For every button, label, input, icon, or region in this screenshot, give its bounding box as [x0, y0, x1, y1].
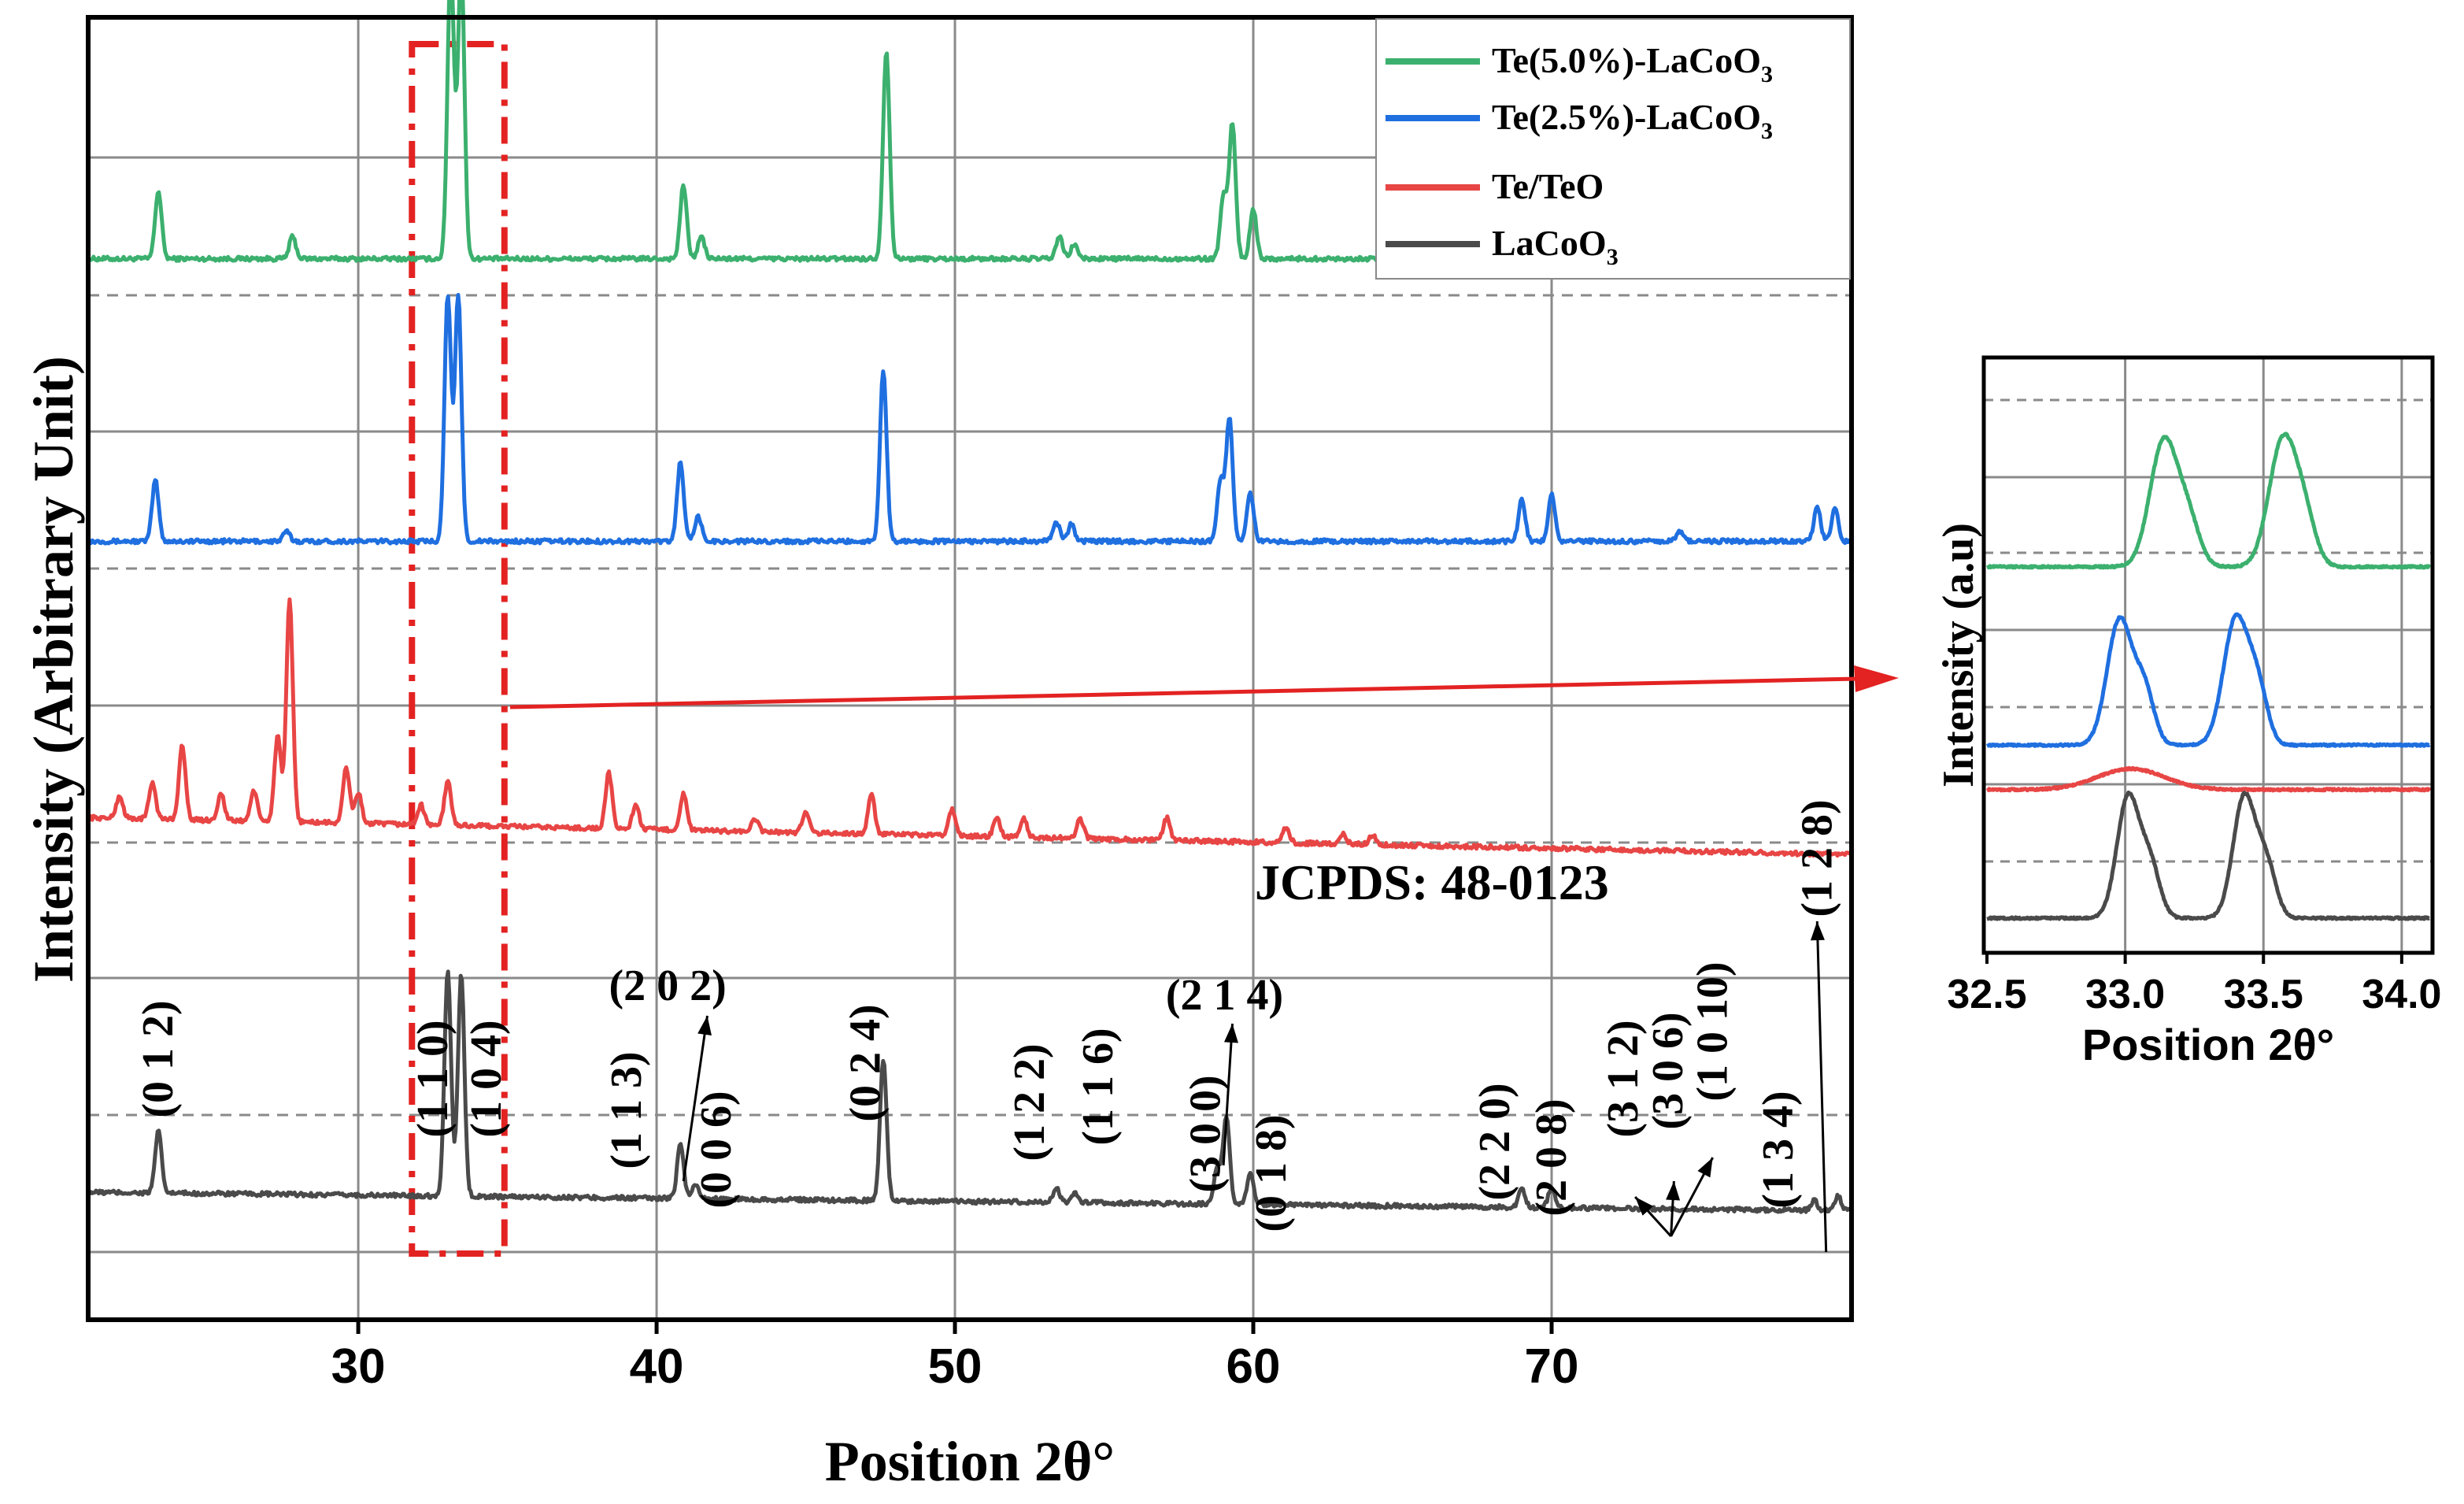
- inset-frame: [1981, 355, 2435, 955]
- legend-label-tetao: Te/TeO: [1492, 166, 1604, 206]
- main-x-tick-label: 60: [1226, 1339, 1281, 1394]
- inset-series-lacoo3: [1985, 790, 2431, 921]
- annotation-arrowhead: [1810, 921, 1825, 941]
- legend-entry-tete0: Te/TeO: [1386, 166, 1604, 206]
- inset-x-axis-title: Position 2θ°: [2082, 1020, 2334, 1069]
- miller-index-label: (1 2 8): [1793, 799, 1841, 917]
- main-x-axis-title: Position 2θ°: [825, 1430, 1115, 1493]
- series-te-2-5-lacoo3: [89, 293, 1852, 546]
- jcpds-label: JCPDS: 48-0123: [1255, 854, 1609, 910]
- miller-index-label: (0 2 4): [841, 1004, 890, 1121]
- miller-index-label: (3 0 6): [1644, 1012, 1693, 1129]
- miller-index-label: (0 1 2): [134, 1000, 183, 1117]
- inset-y-axis-title: Intensity (a.u): [1934, 523, 1983, 787]
- highlight-box: [409, 41, 508, 1257]
- annotation-arrow: [1222, 1023, 1234, 1166]
- main-y-axis-title: Intensity (Arbitrary Unit): [22, 356, 85, 983]
- inset-series-te-2-5-lacoo3: [1985, 612, 2431, 748]
- annotation-arrowhead: [697, 1016, 712, 1036]
- miller-index-label: (3 0 0): [1181, 1075, 1230, 1192]
- miller-index-label: (2 1 4): [1166, 971, 1283, 1020]
- miller-index-label: (1 0 10): [1689, 961, 1737, 1101]
- legend-entry-te5: Te(5.0%)-LaCoO3: [1386, 40, 1773, 87]
- inset-plot-area: [1984, 357, 2433, 953]
- annotation-arrowhead: [1697, 1158, 1713, 1178]
- zoom-arrow: [509, 665, 1899, 709]
- miller-index-label: (3 1 2): [1599, 1020, 1648, 1137]
- inset-x-tick-label: 33.5: [2224, 972, 2303, 1017]
- series-lacoo3: [87, 969, 1852, 1214]
- main-plot-frame: [86, 15, 1854, 1322]
- main-x-tick-label: 40: [630, 1339, 684, 1394]
- miller-index-label: (1 2 2): [1005, 1043, 1054, 1161]
- inset-series-te-5-0-lacoo3: [1985, 432, 2432, 570]
- legend: Te(5.0%)-LaCoO3 Te(2.5%)-LaCoO3 Te/TeO L…: [1375, 18, 1851, 280]
- main-annotations: (0 1 2) (1 1 0) (1 0 4) (1 1 3) (0 0 6) (0 2 …: [134, 799, 1841, 1253]
- inset-x-tick-label: 33.0: [2085, 972, 2165, 1017]
- highlight-box-group: [409, 41, 508, 1257]
- miller-index-label: (1 3 4): [1754, 1091, 1803, 1208]
- annotation-arrow: [682, 1015, 708, 1182]
- inset-grid: [1984, 357, 2433, 953]
- annotation-arrowhead: [1635, 1197, 1653, 1216]
- zoom-arrowhead: [1854, 665, 1899, 692]
- inset-x-tick-label: 32.5: [1947, 972, 2026, 1017]
- annotation-arrowhead: [1224, 1024, 1238, 1043]
- main-x-tick-label: 70: [1525, 1339, 1579, 1394]
- series-te-teo: [87, 597, 1851, 858]
- miller-index-label: (0 0 6): [692, 1091, 741, 1208]
- zoom-arrow-line: [509, 676, 1859, 709]
- miller-index-label: (1 1 3): [602, 1051, 651, 1169]
- miller-index-label: (1 0 4): [462, 1020, 511, 1137]
- inset-series: [1985, 432, 2432, 921]
- legend-label-te25: Te(2.5%)-LaCoO3: [1492, 97, 1773, 144]
- miller-index-label: (0 1 8): [1247, 1114, 1296, 1232]
- annotation-arrow: [1815, 921, 1828, 1253]
- main-x-ticks: 30 40 50 60 70: [331, 1320, 1579, 1394]
- main-plot: 30 40 50 60 70 (0 1 2) (1 1 0) (1 0 4) (1 1 3)(…: [22, 0, 1854, 1493]
- miller-index-label: (2 2 0): [1471, 1083, 1519, 1200]
- main-x-tick-label: 50: [928, 1339, 982, 1394]
- main-grid: [88, 17, 1852, 1320]
- inset-x-tick-label: 34.0: [2362, 972, 2441, 1017]
- miller-index-label: (2 0 8): [1527, 1098, 1576, 1216]
- miller-index-label: (2 0 2): [609, 961, 727, 1010]
- inset-x-ticks: 32.5 33.0 33.5 34.0: [1947, 953, 2441, 1017]
- miller-index-label: (1 1 0): [409, 1020, 457, 1137]
- inset-plot: 32.5 33.0 33.5 34.0 Position 2θ° Intensity …: [1934, 355, 2441, 1069]
- main-x-tick-label: 30: [331, 1339, 386, 1394]
- miller-index-label: (1 1 6): [1074, 1028, 1123, 1145]
- inset-series-te-teo: [1985, 765, 2432, 793]
- legend-entry-te25: Te(2.5%)-LaCoO3: [1386, 97, 1773, 144]
- legend-label-lacoo3: LaCoO3: [1492, 223, 1619, 270]
- legend-label-te5: Te(5.0%)-LaCoO3: [1492, 40, 1773, 87]
- annotation-arrowhead: [1666, 1181, 1681, 1201]
- legend-entry-lacoo3: LaCoO3: [1386, 223, 1619, 270]
